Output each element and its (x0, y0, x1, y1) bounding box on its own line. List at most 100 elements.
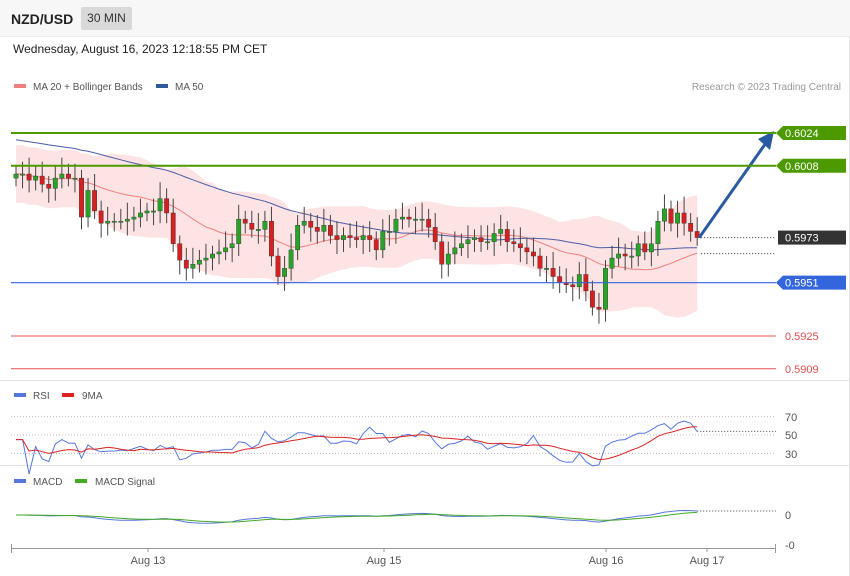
price-panel (13, 131, 774, 324)
candle (491, 223, 497, 257)
rsi-ma-legend-label: 9MA (82, 391, 103, 402)
candle (629, 241, 635, 269)
candle-body (655, 220, 661, 244)
candle (439, 233, 445, 279)
candle (668, 200, 674, 232)
candle-body (517, 243, 523, 249)
candle-body (236, 218, 242, 244)
candle-body (622, 253, 628, 257)
candle-body (465, 239, 471, 244)
rsi-line (16, 420, 698, 475)
candle (210, 245, 215, 271)
candle-body (124, 218, 130, 222)
macd-signal-line (16, 511, 698, 523)
candle (400, 202, 405, 230)
last-price-tag (778, 230, 846, 245)
rsi-legend-label: RSI (33, 391, 50, 402)
candle (511, 229, 517, 252)
candle-body (609, 257, 615, 269)
candle-body (413, 218, 418, 221)
candle (85, 178, 91, 228)
candle-body (648, 243, 654, 253)
candle-body (616, 253, 622, 259)
candle-body (590, 290, 595, 308)
candle (282, 256, 287, 291)
candle (46, 176, 52, 203)
candle-body (354, 237, 359, 240)
time-axis-label: Aug 16 (589, 555, 624, 567)
chart-datetime: Wednesday, August 16, 2023 12:18:55 PM C… (13, 42, 268, 56)
candle-body (295, 225, 301, 251)
candle (138, 198, 143, 228)
candle (275, 247, 281, 285)
candle-body (151, 210, 156, 213)
candle-body (223, 247, 228, 253)
candle-body (183, 259, 189, 269)
candle (341, 227, 346, 252)
ma50-legend-label: MA 50 (175, 82, 204, 93)
macd-panel (16, 509, 776, 524)
candle (39, 161, 45, 193)
candle-body (445, 253, 451, 265)
candle (609, 245, 615, 279)
macd-tick-zero: 0 (785, 510, 791, 522)
candle-body (478, 237, 484, 242)
candle (445, 241, 451, 277)
candle (118, 208, 124, 230)
candle-body (79, 177, 84, 218)
ma50-legend-swatch (156, 84, 168, 88)
candle-body (144, 210, 150, 214)
candle (616, 237, 622, 267)
candle (472, 229, 477, 252)
candle-body (524, 247, 530, 253)
time-axis-labels: Aug 13 Aug 15 Aug 16 Aug 17 (131, 548, 725, 567)
candle (648, 227, 654, 267)
macd-legend-swatch (14, 479, 26, 483)
candle (105, 206, 111, 236)
macd-signal-legend-label: MACD Signal (95, 477, 155, 488)
candle (26, 157, 32, 193)
candle-body (26, 173, 32, 181)
time-axis-label: Aug 17 (690, 555, 725, 567)
candle (269, 206, 274, 267)
candle-body (46, 184, 52, 189)
rsi-ma-legend-swatch (62, 393, 74, 397)
candle (144, 202, 150, 222)
candle (151, 198, 156, 226)
candle (33, 165, 39, 191)
candle-body (72, 177, 78, 180)
candle (236, 204, 242, 257)
candle (92, 174, 98, 220)
candle-body (491, 233, 497, 242)
candle (504, 221, 510, 252)
candle-body (203, 257, 209, 261)
candle-body (92, 190, 98, 212)
chart-header-bar: NZD/USD 30 MIN (0, 0, 850, 37)
candle-body (498, 229, 504, 234)
candle-body (642, 243, 648, 253)
candle (570, 276, 576, 302)
candle-body (439, 241, 445, 265)
candle-body (511, 241, 517, 244)
candle (380, 219, 386, 259)
candle (190, 247, 196, 279)
candle-body (157, 198, 163, 212)
candle-body (550, 268, 556, 277)
candle (675, 200, 680, 238)
candle-body (662, 208, 667, 222)
candle (223, 231, 228, 261)
candle-body (668, 208, 674, 224)
candle (13, 165, 19, 187)
candle (413, 206, 418, 234)
candle-body (459, 243, 464, 249)
candle-body (170, 212, 176, 244)
candle (314, 215, 320, 244)
timeframe-button[interactable]: 30 MIN (81, 7, 132, 30)
candle-body (576, 274, 582, 287)
candle-body (301, 220, 307, 226)
candle-body (360, 235, 366, 240)
candle-body (472, 237, 477, 240)
candle-body (177, 243, 183, 261)
candle (229, 233, 235, 263)
candle (170, 198, 176, 252)
